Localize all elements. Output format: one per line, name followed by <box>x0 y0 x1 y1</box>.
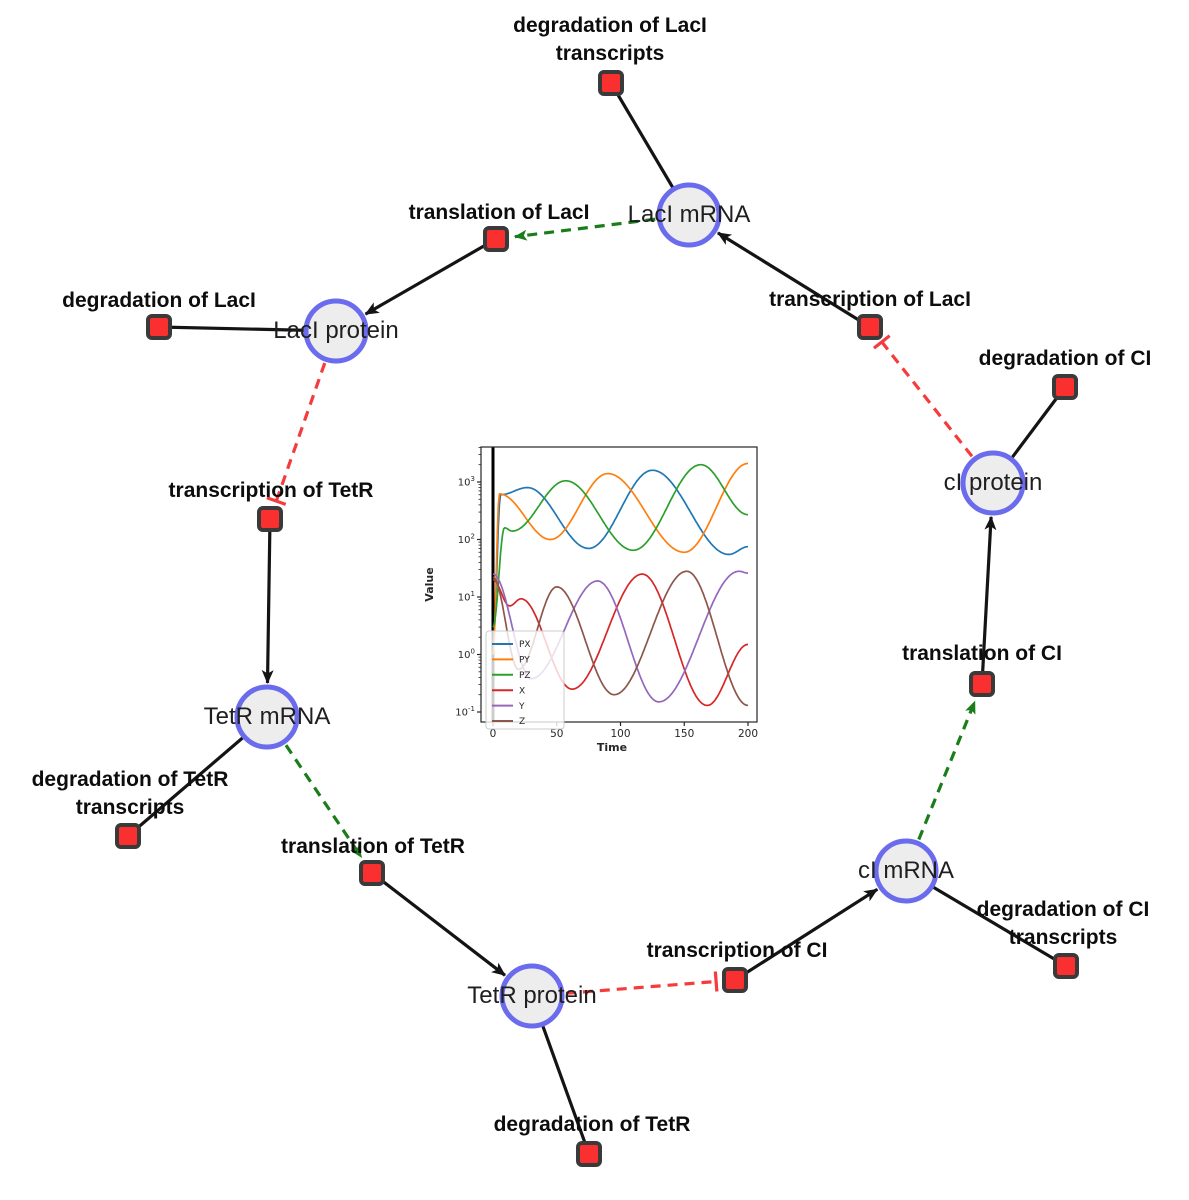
edge-inhibitor-cI_prot-txn_lacI <box>872 334 995 484</box>
x-tick-label: 150 <box>674 728 694 740</box>
chart-spines <box>480 446 758 723</box>
species-node-cI_prot[interactable] <box>960 450 1026 516</box>
legend-label-X: X <box>519 686 525 696</box>
reaction-node-deg_tetR[interactable] <box>576 1141 602 1167</box>
y-tick-label: 101 <box>458 590 475 604</box>
edge-modifier-lacI_mRNA-transl_lacI <box>513 213 690 241</box>
y-tick-label: 100 <box>458 648 475 662</box>
chart-legend-box <box>485 630 565 730</box>
reaction-node-deg_cI[interactable] <box>1052 374 1078 400</box>
reaction-node-transl_tetR[interactable] <box>359 860 385 886</box>
edge-product-transl_lacI-lacI_prot <box>364 237 497 316</box>
y-tick-label: 10-1 <box>455 705 475 719</box>
legend-label-PX: PX <box>519 640 531 650</box>
species-node-tetR_mRNA[interactable] <box>234 684 300 750</box>
reaction-node-transl_lacI[interactable] <box>483 226 509 252</box>
chart-series-PY <box>492 462 748 655</box>
reaction-node-txn_cI[interactable] <box>722 967 748 993</box>
legend-label-PY: PY <box>519 656 530 666</box>
edge-modifier-tetR_mRNA-transl_tetR <box>265 716 363 859</box>
edge-product-txn_cI-cI_mRNA <box>734 887 879 982</box>
edge-modifier-cI_mRNA-transl_cI <box>904 700 977 872</box>
species-node-lacI_mRNA[interactable] <box>656 182 722 248</box>
edge-product-txn_tetR-tetR_mRNA <box>261 518 274 684</box>
reaction-node-deg_lacI_tx[interactable] <box>598 70 624 96</box>
legend-label-Z: Z <box>519 717 525 727</box>
y-tick-label: 102 <box>458 533 475 547</box>
reaction-node-deg_tetR_tx[interactable] <box>115 823 141 849</box>
x-tick-label: 100 <box>610 728 630 740</box>
species-node-lacI_prot[interactable] <box>303 298 369 364</box>
species-node-tetR_prot[interactable] <box>499 963 565 1029</box>
legend-label-PZ: PZ <box>519 671 531 681</box>
reaction-node-txn_tetR[interactable] <box>257 506 283 532</box>
x-tick-label: 50 <box>550 728 563 740</box>
edge-product-transl_tetR-tetR_prot <box>371 871 506 977</box>
reaction-node-txn_lacI[interactable] <box>857 314 883 340</box>
edge-inhibitor-tetR_prot-txn_cI <box>531 971 719 998</box>
x-axis-label: Time <box>597 741 627 754</box>
edge-product-transl_cI-cI_prot <box>980 515 997 685</box>
species-node-cI_mRNA[interactable] <box>873 838 939 904</box>
chart-series-PX <box>492 469 748 645</box>
y-axis-label: Value <box>423 567 436 601</box>
x-tick-label: 200 <box>738 728 758 740</box>
chart-series-X <box>492 573 749 707</box>
chart-series-PZ <box>492 463 749 628</box>
edge-inhibitor-lacI_prot-txn_tetR <box>266 330 338 506</box>
reaction-node-transl_cI[interactable] <box>969 671 995 697</box>
y-tick-label: 103 <box>458 475 475 489</box>
reaction-node-deg_lacI[interactable] <box>146 314 172 340</box>
reaction-node-deg_cI_tx[interactable] <box>1053 953 1079 979</box>
legend-label-Y: Y <box>518 702 525 712</box>
x-tick-label: 0 <box>490 728 497 740</box>
edge-product-txn_lacI-lacI_mRNA <box>717 231 871 329</box>
